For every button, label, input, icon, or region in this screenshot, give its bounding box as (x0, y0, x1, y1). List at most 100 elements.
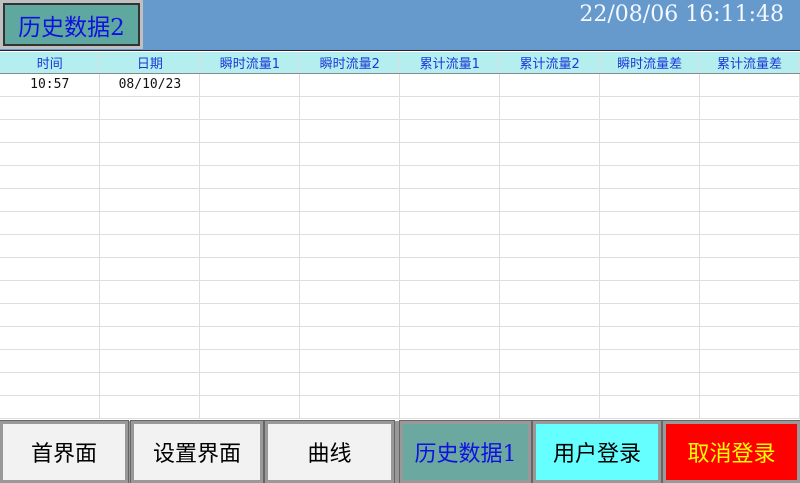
table-cell (199, 142, 301, 166)
table-row (0, 349, 800, 373)
page-title-button[interactable]: 历史数据2 (0, 0, 143, 49)
table-cell (499, 303, 601, 327)
table-cell (599, 303, 701, 327)
table-cell (299, 303, 401, 327)
home-button[interactable]: 首界面 (0, 420, 129, 483)
table-cell (699, 142, 800, 166)
table-cell (699, 73, 800, 97)
table-cell (599, 234, 701, 258)
table-cell (399, 326, 501, 350)
table-cell (399, 280, 501, 304)
table-cell (399, 142, 501, 166)
column-header: 瞬时流量差 (599, 52, 701, 74)
table-cell (599, 165, 701, 189)
table-cell (0, 188, 101, 212)
table-cell (99, 326, 201, 350)
user-login-button[interactable]: 用户登录 (532, 420, 662, 483)
table-cell (299, 280, 401, 304)
table-cell (199, 96, 301, 120)
table-row (0, 257, 800, 281)
table-cell (699, 211, 800, 235)
table-cell (199, 211, 301, 235)
table-cell (199, 326, 301, 350)
column-header: 累计流量差 (699, 52, 800, 74)
table-row (0, 280, 800, 304)
column-header: 瞬时流量1 (199, 52, 301, 74)
table-cell (0, 280, 101, 304)
history-data-1-button[interactable]: 历史数据1 (399, 420, 532, 483)
table-cell (99, 119, 201, 143)
table-cell (299, 96, 401, 120)
table-cell (299, 372, 401, 396)
table-cell (599, 280, 701, 304)
table-cell (599, 96, 701, 120)
table-cell (699, 234, 800, 258)
table-cell (99, 395, 201, 419)
logout-button[interactable]: 取消登录 (662, 420, 800, 483)
table-cell (99, 211, 201, 235)
table-cell (699, 188, 800, 212)
table-cell (599, 142, 701, 166)
table-cell (499, 165, 601, 189)
table-cell (299, 188, 401, 212)
table-cell (699, 395, 800, 419)
table-cell (399, 372, 501, 396)
table-cell (199, 372, 301, 396)
column-header: 累计流量2 (499, 52, 601, 74)
table-cell (699, 257, 800, 281)
table-cell (499, 326, 601, 350)
table-cell (299, 165, 401, 189)
table-cell (0, 303, 101, 327)
table-cell (399, 119, 501, 143)
table-row (0, 395, 800, 419)
table-row (0, 119, 800, 143)
table-cell (99, 303, 201, 327)
curve-button[interactable]: 曲线 (264, 420, 395, 483)
column-header: 日期 (99, 52, 201, 74)
table-cell (99, 142, 201, 166)
table-cell (99, 234, 201, 258)
table-cell (499, 372, 601, 396)
table-cell (0, 257, 101, 281)
table-cell (499, 73, 601, 97)
table-cell (0, 211, 101, 235)
table-cell (399, 234, 501, 258)
table-cell (99, 165, 201, 189)
settings-button[interactable]: 设置界面 (130, 420, 264, 483)
table-cell (299, 119, 401, 143)
table-row (0, 372, 800, 396)
table-cell (599, 372, 701, 396)
table-cell (399, 73, 501, 97)
table-cell (199, 280, 301, 304)
table-cell (299, 257, 401, 281)
column-header: 瞬时流量2 (299, 52, 401, 74)
table-cell (0, 96, 101, 120)
table-cell (399, 188, 501, 212)
table-cell (699, 165, 800, 189)
table-cell (299, 73, 401, 97)
table-row (0, 211, 800, 235)
table-cell (0, 165, 101, 189)
table-cell (499, 96, 601, 120)
table-cell: 10:57 (0, 73, 101, 97)
table-cell (399, 395, 501, 419)
table-cell (499, 211, 601, 235)
table-cell (0, 142, 101, 166)
table-cell (599, 73, 701, 97)
table-cell (499, 142, 601, 166)
table-cell (99, 372, 201, 396)
table-cell (699, 96, 800, 120)
table-cell (199, 349, 301, 373)
table-cell (699, 303, 800, 327)
table-cell (499, 119, 601, 143)
table-cell (0, 119, 101, 143)
table-cell (699, 119, 800, 143)
table-cell (599, 119, 701, 143)
table-cell (599, 326, 701, 350)
table-cell (199, 188, 301, 212)
table-cell (499, 257, 601, 281)
table-cell (699, 280, 800, 304)
table-cell (399, 303, 501, 327)
table-cell (399, 165, 501, 189)
table-cell (99, 96, 201, 120)
